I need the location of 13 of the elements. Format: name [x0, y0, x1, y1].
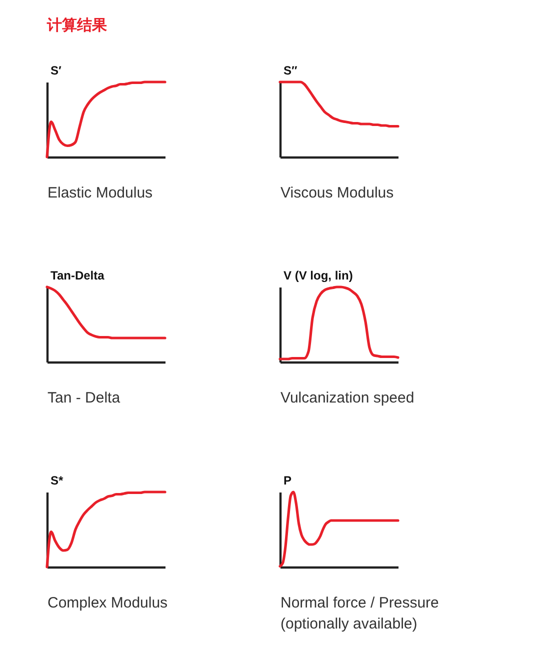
y-axis-title: Tan-Delta — [50, 268, 105, 282]
y-axis-title: S* — [50, 474, 64, 488]
chart-title: 计算结果 — [47, 16, 107, 35]
y-axis-title: P — [284, 474, 292, 488]
x-axis-title: Viscous Modulus — [280, 184, 394, 202]
x-axis-title: Elastic Modulus — [48, 184, 153, 202]
x-axis-title: Tan - Delta — [48, 390, 121, 406]
y-axis-title: S′ — [50, 64, 62, 78]
x-axis-title: Normal force / Pressure (optionally available) — [280, 594, 439, 632]
x-axis-title: Vulcanization speed — [280, 390, 414, 406]
x-axis-title: Complex Modulus — [48, 594, 168, 612]
y-axis-title: S″ — [284, 64, 298, 78]
y-axis-title: V (V log, lin) — [284, 268, 353, 282]
